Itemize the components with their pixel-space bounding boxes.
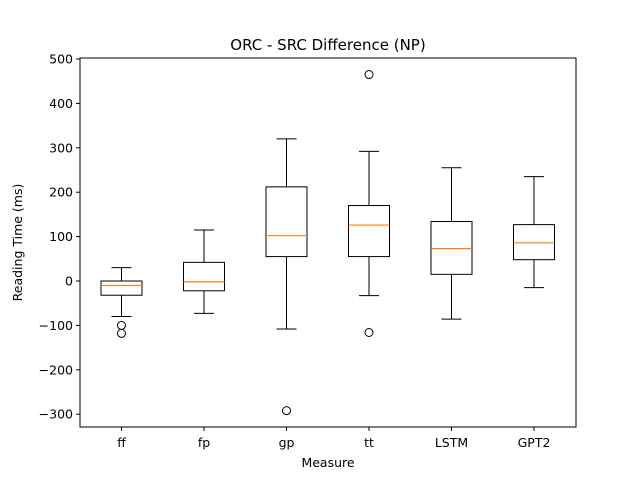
y-axis-label: Reading Time (ms) <box>10 184 25 302</box>
y-tick-label: −100 <box>39 318 73 333</box>
axes-frame <box>79 57 577 428</box>
box-fp <box>183 229 225 314</box>
iqr-box <box>513 224 555 261</box>
x-axis: ff fp gp tt LSTM GPT2 <box>117 427 550 450</box>
outlier-point <box>117 328 126 338</box>
iqr-box <box>430 221 473 275</box>
box-ff <box>100 267 143 338</box>
outlier-point <box>364 70 374 80</box>
plot-area <box>100 70 555 416</box>
x-tick-label: ff <box>117 435 126 450</box>
iqr-box <box>100 280 143 296</box>
y-tick-label: 200 <box>49 185 73 200</box>
outlier-point <box>364 328 374 338</box>
x-tick-label: GPT2 <box>518 435 551 450</box>
y-tick-label: −300 <box>39 407 73 422</box>
x-axis-label: Measure <box>301 455 354 470</box>
box-LSTM <box>430 167 473 320</box>
box-gp <box>265 138 308 416</box>
box-tt <box>348 70 390 338</box>
iqr-box <box>348 205 390 258</box>
x-tick-label: tt <box>364 435 374 450</box>
y-tick-label: 300 <box>49 140 73 155</box>
y-tick-label: 500 <box>49 52 73 67</box>
y-tick-label: 400 <box>49 96 73 111</box>
y-tick-label: 100 <box>49 229 73 244</box>
chart-title: ORC - SRC Difference (NP) <box>230 36 425 54</box>
x-tick-label: LSTM <box>435 435 468 450</box>
box-GPT2 <box>513 176 555 289</box>
outlier-point <box>117 320 126 330</box>
x-tick-label: fp <box>198 435 210 450</box>
iqr-box <box>265 186 308 258</box>
y-axis: 500 400 300 200 100 0 −100 −200 −300 <box>39 52 80 422</box>
y-tick-label: −200 <box>39 362 73 377</box>
x-tick-label: gp <box>279 435 295 450</box>
iqr-box <box>183 261 225 292</box>
y-tick-label: 0 <box>65 274 73 289</box>
outlier-point <box>282 406 291 416</box>
